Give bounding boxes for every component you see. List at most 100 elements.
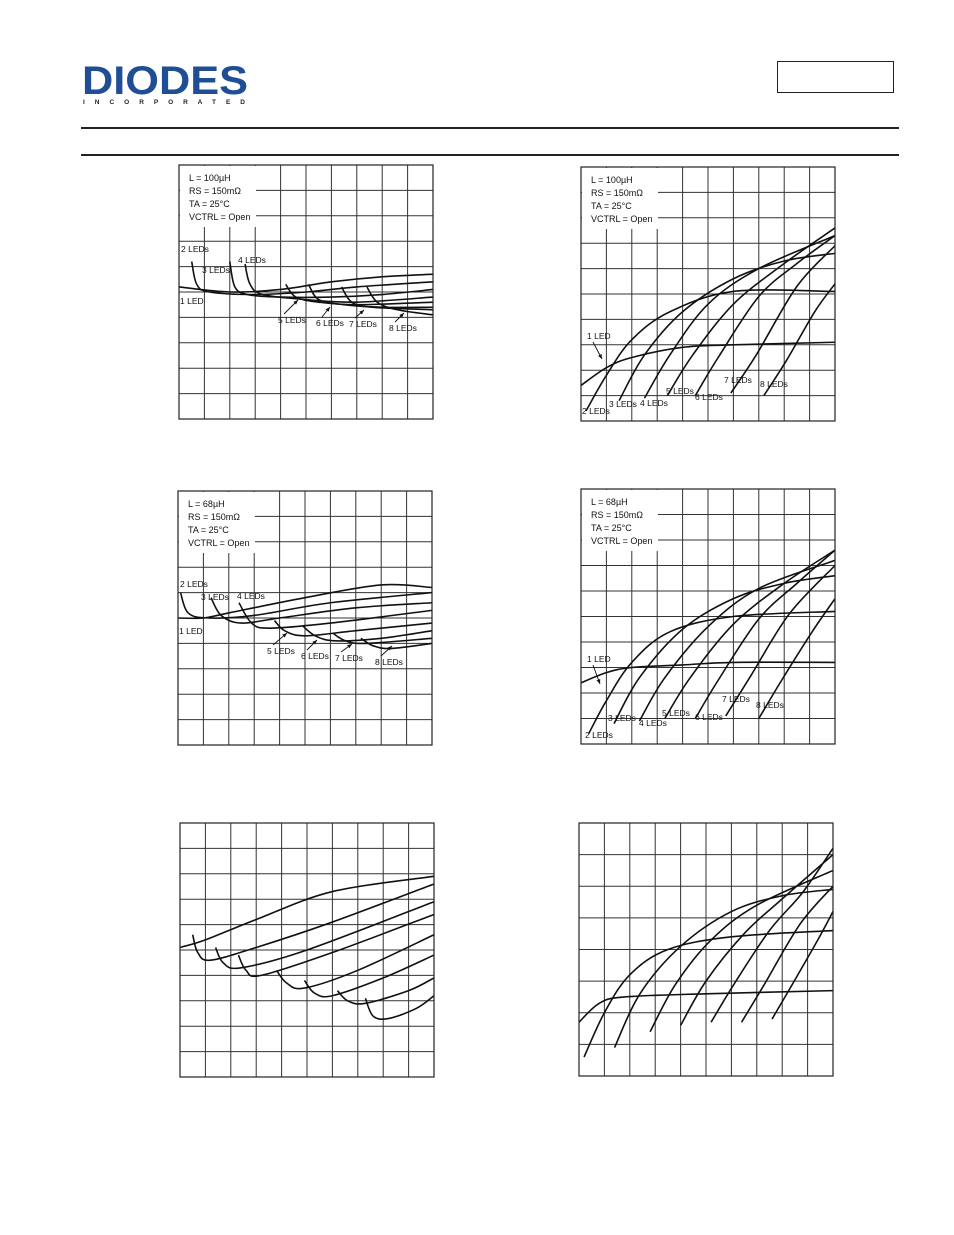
series-line-6	[301, 624, 433, 642]
series-line-8	[364, 995, 435, 1021]
annotation-line-4: VCTRL = Open	[188, 538, 249, 548]
annotation-line-4: VCTRL = Open	[591, 214, 652, 224]
series-line-3	[210, 597, 433, 624]
chart-frame	[580, 166, 836, 422]
series-label-1: 1 LED	[180, 296, 204, 306]
series-line-1	[179, 875, 435, 949]
series-line-5	[666, 227, 836, 397]
series-label-arrowhead	[293, 300, 298, 305]
series-label-8: 8 LEDs	[375, 657, 403, 667]
annotation-line-4: VCTRL = Open	[591, 536, 652, 546]
series-line-6	[694, 234, 836, 397]
series-line-8	[360, 637, 433, 650]
series-label-arrowhead	[399, 313, 404, 318]
annotation-line-3: TA = 25°C	[591, 201, 632, 211]
series-label-arrowhead	[598, 354, 602, 359]
series-line-4	[237, 913, 435, 978]
series-line-4	[643, 234, 836, 399]
series-line-6	[710, 847, 834, 1023]
diodes-logo-graphic: DIODES I N C O R P O R A T E D	[82, 59, 248, 106]
series-label-2: 2 LEDs	[582, 406, 610, 416]
series-line-7	[336, 977, 435, 1005]
series-label-6: 6 LEDs	[695, 712, 723, 722]
chart-top-right: L = 100µH RS = 150mΩ TA = 25°C VCTRL = Open…	[580, 166, 836, 422]
series-line-8	[366, 286, 434, 316]
series-line-6	[303, 954, 435, 998]
annotation-line-1: L = 68µH	[188, 499, 225, 509]
series-line-7	[340, 286, 434, 311]
chart-frame	[179, 822, 435, 1078]
annotation-background	[180, 166, 256, 227]
logo-wordmark: DIODES	[82, 60, 248, 103]
series-line-5	[285, 283, 434, 306]
series-line-8	[771, 911, 834, 1020]
series-label-arrowhead	[312, 640, 317, 645]
series-label-8: 8 LEDs	[760, 379, 788, 389]
chart-frame	[580, 488, 836, 745]
series-label-arrowhead	[282, 633, 287, 638]
series-line-1	[578, 989, 834, 1023]
series-label-1: 1 LED	[587, 331, 611, 341]
annotation-background	[582, 490, 658, 551]
series-line-5	[273, 619, 433, 637]
series-label-4: 4 LEDs	[237, 591, 265, 601]
series-line-3	[214, 900, 435, 970]
series-label-2: 2 LEDs	[180, 579, 208, 589]
series-label-arrowhead	[387, 646, 392, 651]
annotation-line-4: VCTRL = Open	[189, 212, 250, 222]
series-label-4: 4 LEDs	[639, 718, 667, 728]
series-line-8	[758, 598, 836, 719]
series-label-6: 6 LEDs	[316, 318, 344, 328]
series-line-2	[585, 289, 836, 412]
series-label-1: 1 LED	[587, 654, 611, 664]
annotation-line-1: L = 68µH	[591, 497, 628, 507]
series-label-3: 3 LEDs	[202, 265, 230, 275]
series-line-7	[332, 632, 433, 645]
series-label-2: 2 LEDs	[585, 730, 613, 740]
series-label-2: 2 LEDs	[181, 244, 209, 254]
annotation-line-1: L = 100µH	[189, 173, 231, 183]
series-line-7	[730, 245, 836, 394]
series-line-1	[580, 661, 836, 684]
annotation-line-2: RS = 150mΩ	[591, 510, 643, 520]
series-label-8: 8 LEDs	[389, 323, 417, 333]
series-line-8	[763, 283, 836, 397]
annotation-background	[582, 168, 658, 229]
series-label-5: 5 LEDs	[666, 386, 694, 396]
chart-frame	[177, 490, 433, 746]
series-line-5	[679, 854, 834, 1026]
series-line-7	[725, 564, 836, 717]
chart-middle-left: L = 68µH RS = 150mΩ TA = 25°C VCTRL = Open 1…	[177, 490, 433, 746]
chart-grid	[579, 823, 833, 1076]
series-label-7: 7 LEDs	[724, 375, 752, 385]
annotation-line-2: RS = 150mΩ	[189, 186, 241, 196]
series-line-5	[275, 934, 435, 990]
series-line-2	[583, 929, 834, 1058]
series-label-1: 1 LED	[179, 626, 203, 636]
series-line-7	[740, 885, 834, 1023]
chart-middle-right: L = 68µH RS = 150mΩ TA = 25°C VCTRL = Open 1…	[580, 488, 836, 745]
chart-frame	[178, 164, 434, 420]
chart-top-left: L = 100µH RS = 150mΩ TA = 25°C VCTRL = Open…	[178, 164, 434, 420]
series-line-6	[307, 283, 434, 309]
annotation-line-1: L = 100µH	[591, 175, 633, 185]
series-label-arrowhead	[359, 310, 364, 315]
series-line-3	[613, 574, 836, 724]
annotation-line-3: TA = 25°C	[188, 525, 229, 535]
header-rule-bottom	[81, 154, 899, 156]
series-label-5: 5 LEDs	[278, 315, 306, 325]
series-label-7: 7 LEDs	[722, 694, 750, 704]
series-label-8: 8 LEDs	[756, 700, 784, 710]
header-rule-top	[81, 127, 899, 129]
series-label-4: 4 LEDs	[640, 398, 668, 408]
annotation-background	[179, 492, 255, 553]
diodes-logo: DIODES I N C O R P O R A T E D	[81, 59, 253, 106]
chart-bottom-left	[179, 822, 435, 1078]
series-line-2	[179, 591, 433, 619]
series-label-arrowhead	[596, 679, 601, 684]
annotation-line-3: TA = 25°C	[189, 199, 230, 209]
series-label-arrowhead	[325, 307, 330, 312]
series-label-arrowhead	[347, 644, 352, 649]
annotation-line-3: TA = 25°C	[591, 523, 632, 533]
series-label-3: 3 LEDs	[608, 713, 636, 723]
